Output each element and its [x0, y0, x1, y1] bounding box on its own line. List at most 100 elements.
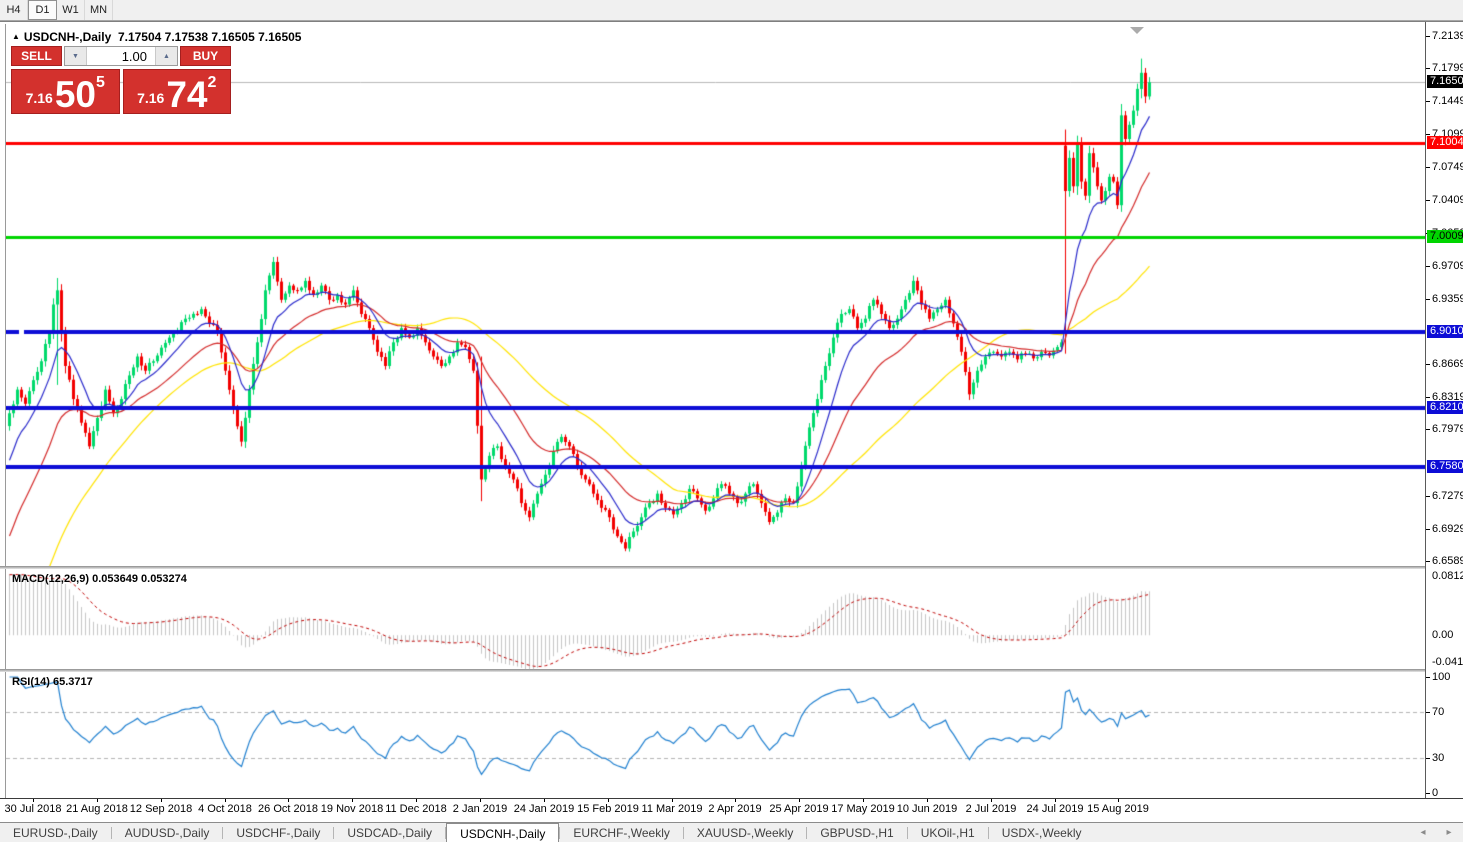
- price-tick-label: 7.21390: [1432, 30, 1463, 42]
- time-tick-mark: [1118, 799, 1119, 802]
- time-tick-label: 19 Nov 2018: [320, 803, 384, 815]
- tab-scroll-left-icon[interactable]: ◂: [1420, 827, 1426, 838]
- chart-tab-usdx-weekly[interactable]: USDX-,Weekly: [1001, 826, 1082, 840]
- price-chart-panel: ▲ USDCNH-,Daily 7.17504 7.17538 7.16505 7…: [5, 24, 1426, 566]
- price-tick-label: 6.72790: [1432, 490, 1463, 502]
- volume-increase-button[interactable]: ▲: [155, 47, 177, 65]
- sell-price-display[interactable]: 7.16 50 5: [11, 69, 120, 114]
- tab-separator: [222, 827, 224, 839]
- macd-panel: MACD(12,26,9) 0.053649 0.053274: [5, 569, 1426, 669]
- tab-separator: [333, 827, 335, 839]
- macd-canvas[interactable]: [6, 569, 1425, 669]
- time-tick-label: 15 Feb 2019: [577, 803, 639, 815]
- price-tick-label: 6.83190: [1432, 391, 1463, 403]
- ask-price-prefix: 7.16: [137, 90, 165, 106]
- timeframe-toolbar: H4 D1 W1 MN: [0, 0, 1463, 21]
- indicator-tick-label: 0.00: [1432, 629, 1454, 641]
- ask-price-pipette: 2: [207, 74, 217, 91]
- panel-splitter[interactable]: [0, 669, 1463, 672]
- time-tick-label: 10 Jun 2019: [896, 803, 958, 815]
- price-tick-mark: [1426, 496, 1430, 497]
- time-tick-label: 25 Apr 2019: [769, 803, 829, 815]
- chart-tab-ukoil-h1[interactable]: UKOil-,H1: [920, 826, 975, 840]
- price-tick-mark: [1426, 299, 1430, 300]
- chart-tab-xauusd-weekly[interactable]: XAUUSD-,Weekly: [696, 826, 794, 840]
- price-tick-label: 6.97090: [1432, 260, 1463, 272]
- rsi-canvas[interactable]: [6, 672, 1425, 798]
- tab-scroll-right-icon[interactable]: ▸: [1446, 827, 1452, 838]
- volume-decrease-button[interactable]: ▼: [65, 47, 87, 65]
- chart-tab-usdcad-daily[interactable]: USDCAD-,Daily: [347, 826, 433, 840]
- chart-title: ▲ USDCNH-,Daily 7.17504 7.17538 7.16505 7…: [12, 30, 301, 44]
- time-tick-mark: [480, 799, 481, 802]
- price-tick-mark: [1426, 200, 1430, 201]
- price-tick-mark: [1426, 134, 1430, 135]
- time-tick-label: 24 Jan 2019: [513, 803, 575, 815]
- chart-tab-bar: EURUSD-,Daily AUDUSD-,Daily USDCHF-,Daily U…: [0, 822, 1463, 842]
- tab-separator: [110, 827, 112, 839]
- time-tick-mark: [161, 799, 162, 802]
- time-tick-mark: [97, 799, 98, 802]
- ask-price-big: 74: [166, 74, 208, 115]
- price-tick-mark: [1426, 429, 1430, 430]
- chart-symbol-label: USDCNH-,Daily: [23, 30, 112, 44]
- chart-tab-eurusd-daily[interactable]: EURUSD-,Daily: [13, 826, 98, 840]
- chart-tab-usdchf-daily[interactable]: USDCHF-,Daily: [236, 826, 321, 840]
- time-tick-label: 2 Jul 2019: [965, 803, 1017, 815]
- price-tick-mark: [1426, 101, 1430, 102]
- tab-separator: [987, 827, 989, 839]
- bid-price-prefix: 7.16: [25, 90, 53, 106]
- timeframe-h4-button[interactable]: H4: [0, 0, 28, 20]
- macd-label: MACD(12,26,9) 0.053649 0.053274: [12, 573, 187, 585]
- indicator-tick-label: -0.041412: [1432, 656, 1463, 668]
- price-tick-mark: [1426, 36, 1430, 37]
- price-chart-canvas[interactable]: [6, 24, 1425, 566]
- price-tick-mark: [1426, 266, 1430, 267]
- sell-button[interactable]: SELL: [11, 46, 62, 66]
- panel-splitter[interactable]: [0, 566, 1463, 569]
- time-tick-label: 2 Jan 2019: [452, 803, 508, 815]
- buy-button[interactable]: BUY: [180, 46, 231, 66]
- indicator-tick-label: 0.081265: [1432, 570, 1463, 582]
- price-tick-label: 6.93590: [1432, 293, 1463, 305]
- buy-price-display[interactable]: 7.16 74 2: [122, 69, 231, 115]
- time-tick-label: 15 Aug 2019: [1087, 803, 1149, 815]
- price-tick-mark: [1426, 397, 1430, 398]
- time-tick-mark: [288, 799, 289, 802]
- chart-tab-eurchf-weekly[interactable]: EURCHF-,Weekly: [573, 826, 670, 840]
- rsi-tick-mark: [1426, 793, 1430, 794]
- time-tick-mark: [544, 799, 545, 802]
- price-level-badge: 6.75804: [1427, 460, 1463, 473]
- volume-spinner: ▼ ▲: [64, 46, 178, 66]
- chart-tab-audusd-daily[interactable]: AUDUSD-,Daily: [124, 826, 210, 840]
- timeframe-mn-button[interactable]: MN: [85, 0, 113, 20]
- price-tick-label: 7.17990: [1432, 62, 1463, 74]
- time-tick-mark: [1055, 799, 1056, 802]
- chart-tab-gbpusd-h1[interactable]: GBPUSD-,H1: [820, 826, 894, 840]
- chart-shift-marker-icon[interactable]: [1130, 27, 1144, 34]
- time-tick-label: 11 Dec 2018: [385, 803, 447, 815]
- chart-tab-usdcnh-daily[interactable]: USDCNH-,Daily: [446, 823, 560, 842]
- timeframe-d1-button[interactable]: D1: [28, 0, 57, 20]
- price-tick-mark: [1426, 167, 1430, 168]
- time-tick-mark: [608, 799, 609, 802]
- time-axis[interactable]: 30 Jul 2018 21 Aug 2018 12 Sep 2018 4 Oct 2…: [0, 798, 1463, 823]
- time-tick-mark: [33, 799, 34, 802]
- tab-separator: [906, 827, 908, 839]
- time-tick-mark: [927, 799, 928, 802]
- price-tick-mark: [1426, 529, 1430, 530]
- price-tick-label: 6.79790: [1432, 423, 1463, 435]
- time-tick-mark: [225, 799, 226, 802]
- timeframe-w1-button[interactable]: W1: [57, 0, 85, 20]
- time-tick-mark: [352, 799, 353, 802]
- volume-input[interactable]: [87, 47, 155, 65]
- tab-scroll-controls: ◂ ▸: [1417, 826, 1455, 840]
- tab-separator: [559, 827, 561, 839]
- collapse-triangle-icon[interactable]: ▲: [12, 32, 20, 41]
- time-tick-mark: [735, 799, 736, 802]
- price-axis[interactable]: 7.213907.179907.144907.109907.074907.040…: [1425, 22, 1463, 799]
- time-tick-mark: [416, 799, 417, 802]
- rsi-tick-label: 30: [1432, 752, 1445, 764]
